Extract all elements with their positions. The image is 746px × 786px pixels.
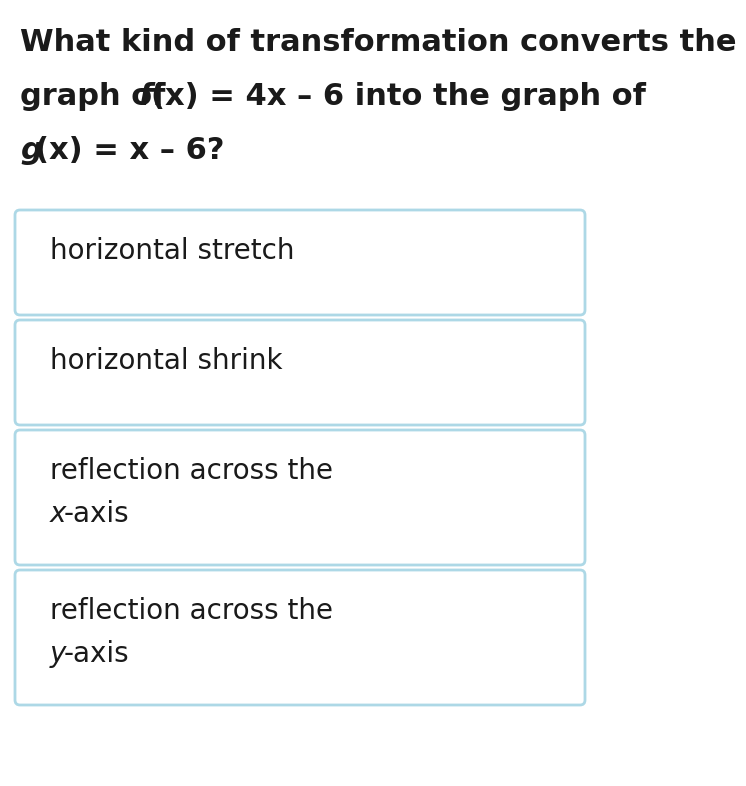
Text: -axis: -axis <box>64 640 130 668</box>
FancyBboxPatch shape <box>15 210 585 315</box>
Text: f: f <box>138 82 151 111</box>
Text: What kind of transformation converts the: What kind of transformation converts the <box>20 28 736 57</box>
Text: horizontal shrink: horizontal shrink <box>50 347 283 375</box>
Text: -axis: -axis <box>64 500 130 528</box>
Text: x: x <box>50 500 66 528</box>
Text: reflection across the: reflection across the <box>50 597 333 625</box>
FancyBboxPatch shape <box>15 570 585 705</box>
Text: y: y <box>50 640 66 668</box>
FancyBboxPatch shape <box>15 320 585 425</box>
Text: horizontal stretch: horizontal stretch <box>50 237 295 265</box>
FancyBboxPatch shape <box>15 430 585 565</box>
Text: (x) = 4x – 6 into the graph of: (x) = 4x – 6 into the graph of <box>151 82 646 111</box>
Text: g: g <box>20 136 42 165</box>
Text: graph of: graph of <box>20 82 176 111</box>
Text: (x) = x – 6?: (x) = x – 6? <box>35 136 225 165</box>
Text: reflection across the: reflection across the <box>50 457 333 485</box>
